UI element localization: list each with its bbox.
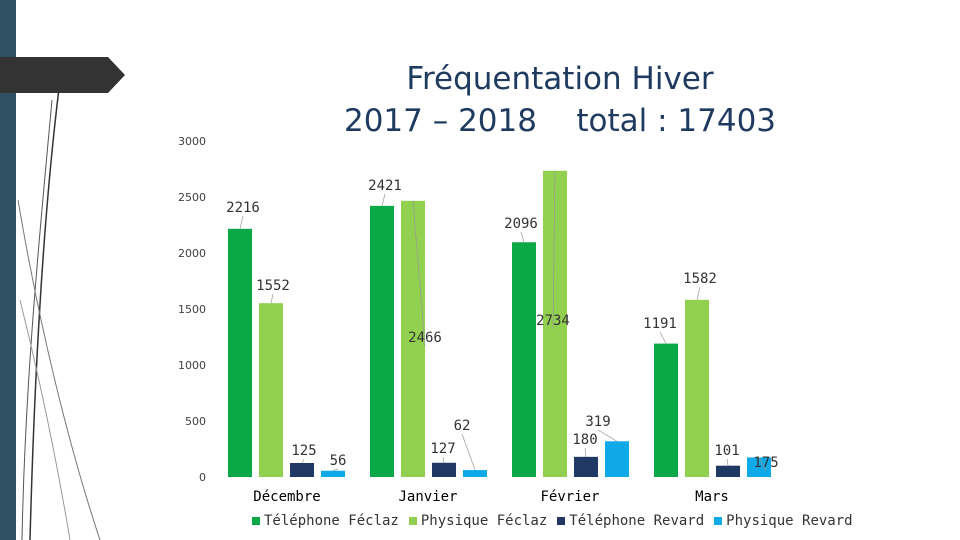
label-leader-line xyxy=(520,231,525,243)
data-label: 1191 xyxy=(643,316,677,332)
label-leader-line xyxy=(584,447,587,457)
legend-swatch xyxy=(557,517,566,525)
legend-item: Téléphone Féclaz xyxy=(252,511,399,531)
legend-label: Physique Revard xyxy=(726,513,853,529)
label-leader-line xyxy=(597,429,618,442)
label-leader-line xyxy=(332,468,339,472)
legend-swatch xyxy=(252,517,260,525)
bar xyxy=(463,470,487,477)
label-leader-line xyxy=(552,170,556,330)
label-leader-line xyxy=(412,200,426,347)
chart-title: Fréquentation Hiver 2017 – 2018 total : … xyxy=(300,58,820,142)
data-label: 319 xyxy=(585,414,610,430)
y-tick-label: 500 xyxy=(185,415,206,428)
legend-item: Physique Féclaz xyxy=(408,511,548,531)
bar xyxy=(574,456,598,477)
data-label: 2096 xyxy=(504,216,538,232)
y-tick-label: 1500 xyxy=(178,303,206,316)
chart-title-line2: 2017 – 2018 total : 17403 xyxy=(343,103,777,139)
label-leader-line xyxy=(461,433,476,471)
label-leader-line xyxy=(442,456,445,463)
left-accent-strip xyxy=(0,0,16,540)
data-label: 1552 xyxy=(256,278,290,294)
bar xyxy=(290,463,314,477)
category-label: Mars xyxy=(695,489,729,505)
label-leader-line xyxy=(659,331,667,344)
decorative-curve xyxy=(29,79,61,540)
bar xyxy=(321,470,345,477)
legend-swatch xyxy=(408,517,417,525)
legend-label: Physique Féclaz xyxy=(420,513,548,529)
decorative-curve xyxy=(17,199,101,540)
bar xyxy=(747,457,771,477)
category-label: Janvier xyxy=(398,489,457,505)
label-leader-line xyxy=(301,458,305,464)
bar xyxy=(543,170,567,478)
data-label: 1582 xyxy=(683,271,717,287)
bar xyxy=(654,343,678,477)
label-leader-line xyxy=(270,293,274,304)
y-tick-label: 0 xyxy=(199,471,206,484)
chart-title-line1: Fréquentation Hiver xyxy=(406,61,714,97)
y-tick-label: 3000 xyxy=(178,135,206,148)
label-leader-line xyxy=(381,193,386,206)
y-tick-label: 2000 xyxy=(178,247,206,260)
bar xyxy=(370,205,394,477)
data-labels: 2216 2421 2096 1191 1552 2466 2734 1582 125 127 18… xyxy=(226,170,779,472)
category-label: Février xyxy=(540,489,599,505)
legend: Téléphone Féclaz Physique Féclaz Téléphone… xyxy=(252,511,872,531)
legend-item: Téléphone Revard xyxy=(557,511,704,531)
data-label: 2734 xyxy=(536,313,570,329)
bar xyxy=(605,441,629,477)
y-axis: 0 500 1000 1500 2000 2500 3000 xyxy=(178,135,206,484)
data-label: 2466 xyxy=(408,330,442,346)
decorative-lines xyxy=(0,57,125,540)
bar xyxy=(259,303,283,477)
bar xyxy=(512,242,536,477)
bars xyxy=(228,170,771,478)
y-tick-label: 1000 xyxy=(178,359,206,372)
label-leader-line xyxy=(239,215,244,229)
bar xyxy=(401,200,425,478)
decorative-arrow-shape xyxy=(0,57,125,93)
y-tick-label: 2500 xyxy=(178,191,206,204)
label-leader-line xyxy=(696,286,701,300)
data-label: 175 xyxy=(753,455,778,471)
legend-label: Téléphone Féclaz xyxy=(264,513,399,529)
bar xyxy=(432,462,456,477)
data-label: 56 xyxy=(330,453,347,469)
data-label: 125 xyxy=(291,443,316,459)
data-label: 2216 xyxy=(226,200,260,216)
bar xyxy=(685,299,709,477)
legend-item: Physique Revard xyxy=(714,511,853,531)
legend-swatch xyxy=(714,517,723,525)
x-axis: Décembre Janvier Février Mars xyxy=(253,489,729,505)
legend-label: Téléphone Revard xyxy=(569,513,705,529)
bar xyxy=(228,228,252,477)
bar xyxy=(716,465,740,477)
category-label: Décembre xyxy=(253,489,320,505)
label-leader-line xyxy=(726,458,729,466)
decorative-curve xyxy=(19,299,71,540)
data-label: 180 xyxy=(572,432,597,448)
data-label: 2421 xyxy=(368,178,402,194)
decorative-curve xyxy=(21,99,53,540)
data-label: 101 xyxy=(714,443,739,459)
data-label: 62 xyxy=(454,418,471,434)
label-leader-line xyxy=(758,457,767,472)
data-label: 127 xyxy=(430,441,455,457)
